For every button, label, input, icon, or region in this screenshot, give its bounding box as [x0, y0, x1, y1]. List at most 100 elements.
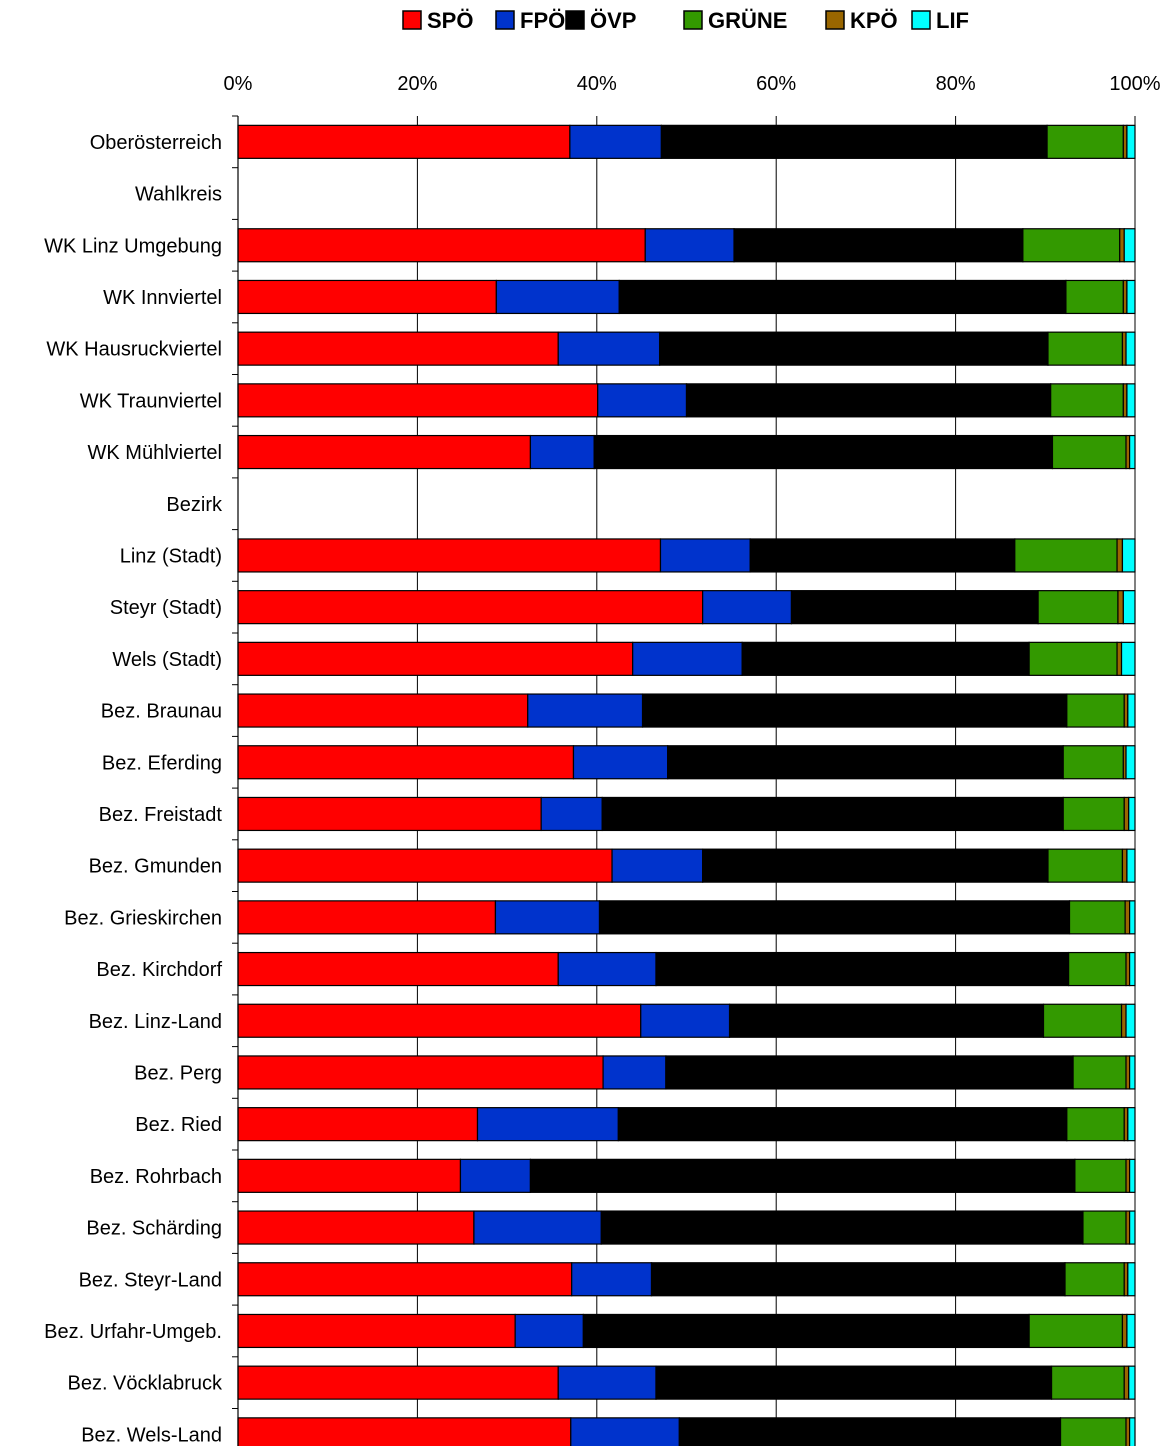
- category-label: Bez. Steyr-Land: [79, 1269, 222, 1291]
- category-label: Bez. Kirchdorf: [96, 959, 222, 981]
- bar-segment: [237, 1158, 462, 1193]
- bar-segment: [494, 900, 601, 935]
- bar-segment: [582, 1313, 1030, 1349]
- chart-gridlines: [416, 116, 1136, 1446]
- legend-swatch: [495, 10, 515, 30]
- bar-segment: [237, 1107, 479, 1142]
- bar-segment: [641, 693, 1068, 728]
- legend-label: GRÜNE: [708, 8, 787, 33]
- bar-segment: [1120, 641, 1136, 676]
- legend-swatch: [911, 10, 931, 30]
- bar-segment: [237, 1262, 573, 1297]
- bar-segment: [667, 745, 1064, 780]
- bar-segment: [237, 641, 634, 676]
- bar-segment: [1122, 590, 1136, 625]
- bar-segment: [237, 745, 575, 780]
- bar-segment: [702, 848, 1049, 883]
- bar-segment: [1116, 641, 1123, 676]
- x-axis-ticks: 0% 20% 40% 60% 80% 100%: [224, 73, 1161, 95]
- bar-segment: [593, 434, 1054, 470]
- y-axis: [232, 115, 239, 1446]
- legend-label: LIF: [936, 8, 969, 33]
- bar-segment: [237, 900, 497, 935]
- bar-segment: [529, 1158, 1076, 1193]
- bar-segment: [237, 951, 559, 987]
- bar-segment: [1128, 796, 1136, 832]
- bar-segment: [644, 228, 735, 263]
- bar-segment: [618, 279, 1067, 315]
- category-label: Bez. Gmunden: [89, 856, 222, 878]
- bar-segment: [665, 1055, 1074, 1090]
- bar-segment: [1126, 279, 1136, 315]
- bar-segment: [790, 590, 1039, 625]
- x-tick-label: 40%: [577, 73, 617, 95]
- bar-segment: [1047, 848, 1124, 883]
- bar-segment: [1037, 590, 1119, 625]
- bar-segment: [658, 331, 1049, 366]
- category-label: Bez. Vöcklabruck: [67, 1373, 223, 1395]
- x-tick-label: 80%: [936, 73, 976, 95]
- bar-segment: [459, 1158, 532, 1193]
- bar-segment: [1126, 383, 1136, 418]
- bar-segment: [1068, 951, 1127, 987]
- category-label: Wahlkreis: [135, 184, 222, 206]
- category-label: WK Innviertel: [103, 287, 222, 309]
- bar-segment: [601, 796, 1064, 832]
- bar-segment: [678, 1417, 1062, 1446]
- bar-segment: [650, 1262, 1066, 1297]
- bar-segment: [1129, 1158, 1136, 1193]
- bar-segment: [1129, 900, 1136, 935]
- bar-segment: [1121, 538, 1136, 573]
- category-label: Bez. Linz-Land: [89, 1011, 222, 1033]
- bar-segment: [473, 1210, 602, 1245]
- bar-segment: [570, 1417, 680, 1446]
- legend-swatch: [683, 10, 703, 30]
- chart-legend: SPÖ FPÖ ÖVP GRÜNE KPÖ LIF: [402, 8, 969, 33]
- bar-segment: [1127, 1262, 1136, 1297]
- bar-segment: [660, 124, 1048, 159]
- bar-segment: [237, 228, 646, 263]
- bar-segment: [1028, 1313, 1124, 1349]
- bar-segment: [1125, 1003, 1136, 1038]
- bar-segment: [557, 1365, 657, 1400]
- bar-segment: [237, 796, 542, 832]
- bar-segment: [1127, 693, 1136, 728]
- legend-label: FPÖ: [520, 8, 565, 33]
- category-label: WK Mühlviertel: [88, 442, 222, 464]
- category-label: Bez. Grieskirchen: [64, 907, 222, 929]
- bar-segment: [237, 331, 559, 366]
- bar-segment: [1121, 848, 1128, 883]
- bar-segment: [602, 1055, 667, 1090]
- category-label: WK Traunviertel: [80, 390, 222, 412]
- bar-segment: [600, 1210, 1084, 1245]
- bar-segment: [598, 900, 1071, 935]
- x-tick-label: 0%: [224, 73, 253, 95]
- bar-segment: [655, 951, 1070, 987]
- bar-segment: [1066, 1107, 1125, 1142]
- bar-segment: [1050, 1365, 1125, 1400]
- bar-segment: [557, 331, 661, 366]
- category-label: Bez. Eferding: [102, 752, 222, 774]
- bar-segment: [1125, 331, 1136, 366]
- bar-segment: [1066, 693, 1125, 728]
- bar-segment: [1125, 745, 1136, 780]
- category-label: Oberösterreich: [90, 132, 222, 154]
- bar-segment: [237, 1003, 642, 1038]
- bar-segment: [1123, 1365, 1130, 1400]
- category-label: Steyr (Stadt): [110, 597, 222, 619]
- bar-segment: [237, 434, 532, 470]
- x-tick-label: 60%: [756, 73, 796, 95]
- bar-segment: [237, 848, 613, 883]
- bar-segment: [1064, 1262, 1125, 1297]
- category-label: Bez. Freistadt: [99, 804, 223, 826]
- bar-segment: [702, 590, 793, 625]
- category-label: Bez. Ried: [135, 1114, 222, 1136]
- bar-segment: [237, 1210, 475, 1245]
- bar-segment: [1116, 538, 1124, 573]
- bar-segment: [1074, 1158, 1127, 1193]
- bar-segment: [1046, 124, 1124, 159]
- bar-segment: [569, 124, 662, 159]
- category-label: Bez. Perg: [134, 1062, 222, 1084]
- category-label: Linz (Stadt): [120, 545, 222, 567]
